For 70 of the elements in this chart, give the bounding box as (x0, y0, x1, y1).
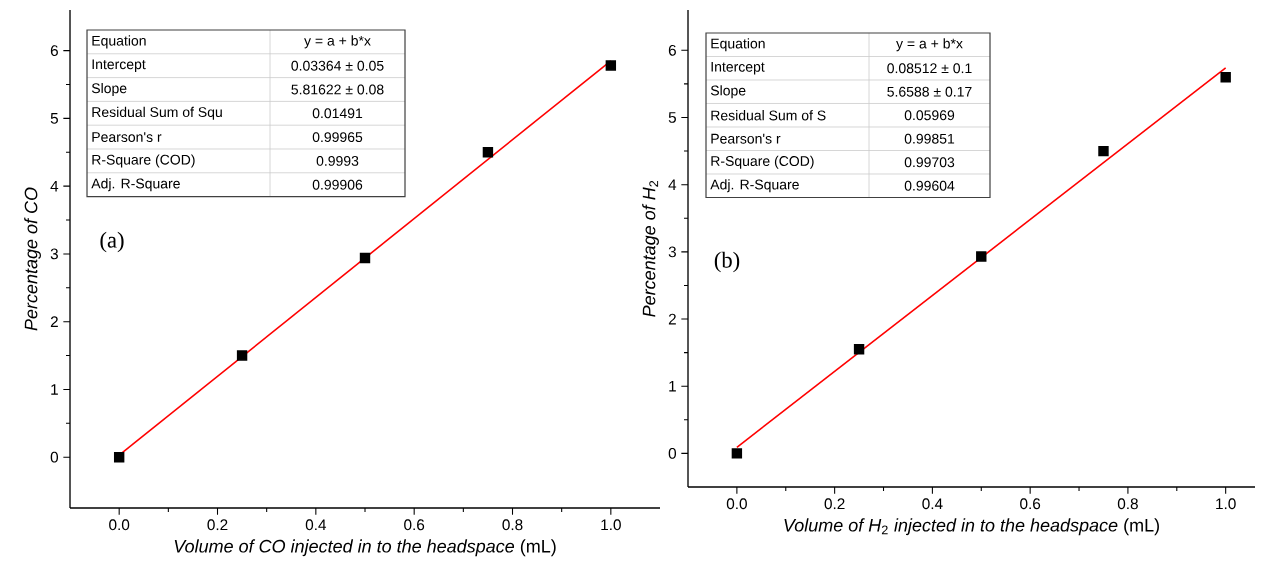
x-tick-label: 0.4 (922, 498, 943, 510)
y-tick-label: 6 (668, 44, 676, 56)
annotation: 0.03364 ± 0.05 (291, 60, 384, 71)
annotation: Adj. R-Square (91, 178, 180, 192)
y-tick-label: 5 (50, 113, 58, 124)
point (731, 448, 743, 459)
annotation: 0.99965 (312, 132, 363, 143)
point (113, 451, 125, 463)
y-tick-label: 2 (50, 316, 58, 328)
annotation: (a) (100, 231, 124, 253)
y-tick-label: 1 (669, 380, 676, 392)
x-tick-label: 0.6 (404, 519, 425, 531)
x-axis-title: Volume of CO injected in to the headspace (mL) (174, 539, 556, 557)
x-tick-label: 0.2 (824, 498, 845, 510)
annotation: Equation (92, 35, 146, 49)
x-tick-label: 0.6 (1020, 498, 1041, 510)
annotation: Equation (711, 38, 765, 52)
y-tick-label: 0 (50, 451, 59, 463)
annotation: Intercept (92, 59, 146, 72)
y-tick-label: 3 (50, 248, 58, 260)
y-axis-title: Percentage of CO (24, 187, 41, 331)
annotation: 0.99906 (312, 179, 363, 190)
annotation: Residual Sum of S (711, 110, 826, 121)
annotation: Slope (710, 85, 746, 99)
y-tick-label: 4 (50, 180, 59, 192)
annotation: Pearson's r (711, 133, 781, 144)
annotation: Residual Sum of Squ (92, 106, 222, 120)
x-tick-label: 0.0 (726, 498, 747, 510)
annotation: 0.9993 (316, 155, 359, 166)
annotation: (b) (714, 251, 740, 273)
point (236, 350, 248, 361)
annotation: Intercept (711, 61, 765, 75)
annotation: y = a + b*x (304, 35, 371, 49)
y-tick-label: 2 (668, 313, 676, 325)
point (976, 251, 987, 262)
annotation: y = a + b*x (896, 38, 963, 52)
annotation: R-Square (COD) (92, 154, 195, 168)
y-tick-label: 1 (51, 384, 58, 395)
x-tick-label: 0.4 (305, 519, 327, 531)
x-tick-label: 1.0 (1216, 498, 1236, 510)
y-tick-label: 0 (668, 447, 677, 459)
x-tick-label: 0.0 (109, 519, 130, 531)
x-tick-label: 0.8 (1117, 498, 1138, 510)
point (1098, 145, 1109, 157)
point (482, 147, 494, 158)
point (1220, 71, 1231, 83)
x-tick-label: 0.8 (502, 519, 523, 531)
x-tick-label: 1.0 (601, 519, 621, 531)
annotation: Slope (91, 82, 127, 97)
x-axis-title: Volume of H$_{2}$ injected in to the headspace (mL) (784, 518, 1159, 536)
annotation: 0.99604 (904, 180, 955, 191)
annotation: 5.81622 ± 0.08 (291, 84, 384, 95)
point (853, 344, 865, 355)
annotation: Adj. R-Square (710, 179, 799, 193)
y-tick-label: 6 (50, 45, 58, 57)
annotation: 0.08512 ± 0.1 (887, 63, 972, 74)
annotation: 0.01491 (312, 108, 363, 119)
point (359, 252, 371, 264)
annotation: 5.6588 ± 0.17 (887, 86, 972, 97)
x-tick-label: 0.2 (207, 519, 228, 531)
annotation: 0.99851 (904, 133, 955, 144)
point (605, 60, 617, 71)
y-tick-label: 3 (668, 246, 676, 258)
annotation: 0.05969 (904, 110, 955, 121)
annotation: Pearson's r (92, 132, 162, 142)
annotation: R-Square (COD) (711, 155, 814, 169)
annotation: 0.99703 (904, 157, 955, 168)
y-tick-label: 4 (668, 179, 677, 190)
y-tick-label: 5 (668, 112, 676, 123)
y-axis-title: Percentage of H$_{2}$ (642, 180, 659, 317)
